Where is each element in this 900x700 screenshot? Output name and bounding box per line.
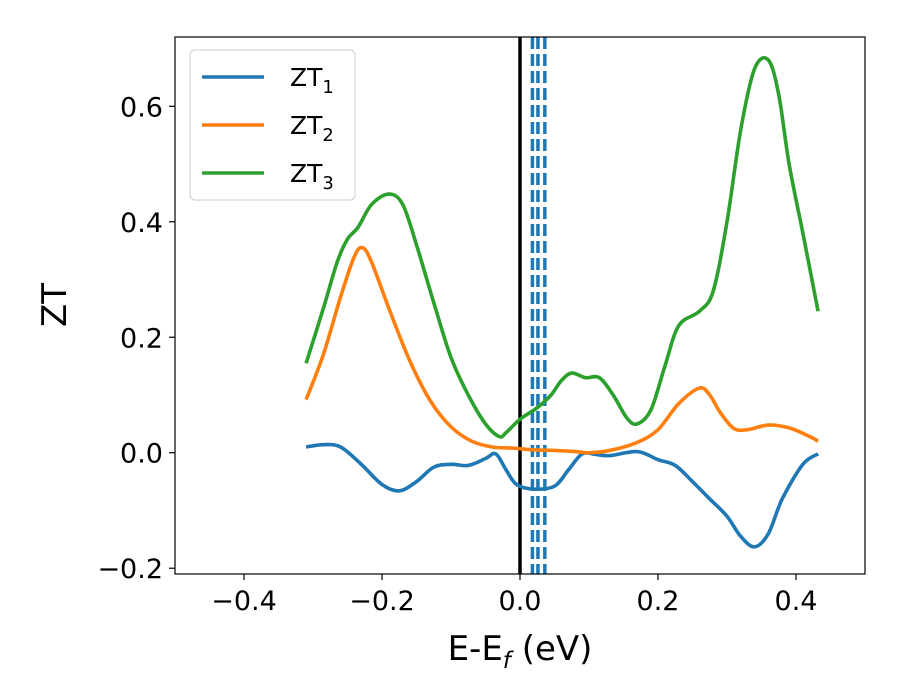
series-line-1 [305, 442, 820, 549]
legend-label-2: ZT2 [290, 111, 334, 146]
series-line-2 [304, 245, 819, 455]
x-tick-label: −0.2 [349, 586, 415, 617]
y-tick-label: 0.0 [120, 439, 163, 470]
y-tick-label: −0.2 [97, 554, 163, 585]
legend-label-1: ZT1 [290, 63, 334, 98]
x-tick-label: 0.2 [637, 586, 680, 617]
y-tick-label: 0.4 [120, 208, 163, 239]
x-axis-label: E-Ef (eV) [448, 629, 593, 674]
x-tick-label: 0.0 [499, 586, 542, 617]
series-layer [304, 56, 820, 549]
reference-lines [518, 37, 547, 574]
x-tick-label: −0.4 [211, 586, 277, 617]
y-tick-label: 0.2 [120, 323, 163, 354]
y-axis-label: ZT [35, 283, 75, 327]
legend-label-3: ZT3 [290, 159, 334, 194]
series-line-3 [304, 56, 820, 439]
x-tick-label: 0.4 [775, 586, 818, 617]
x-axis: −0.4 −0.2 0.0 0.2 0.4 [211, 574, 817, 617]
y-tick-label: 0.6 [120, 92, 163, 123]
y-axis: −0.2 0.0 0.2 0.4 0.6 [97, 92, 175, 585]
legend-box [189, 49, 356, 201]
legend: ZT1 ZT2 ZT3 [189, 49, 356, 201]
